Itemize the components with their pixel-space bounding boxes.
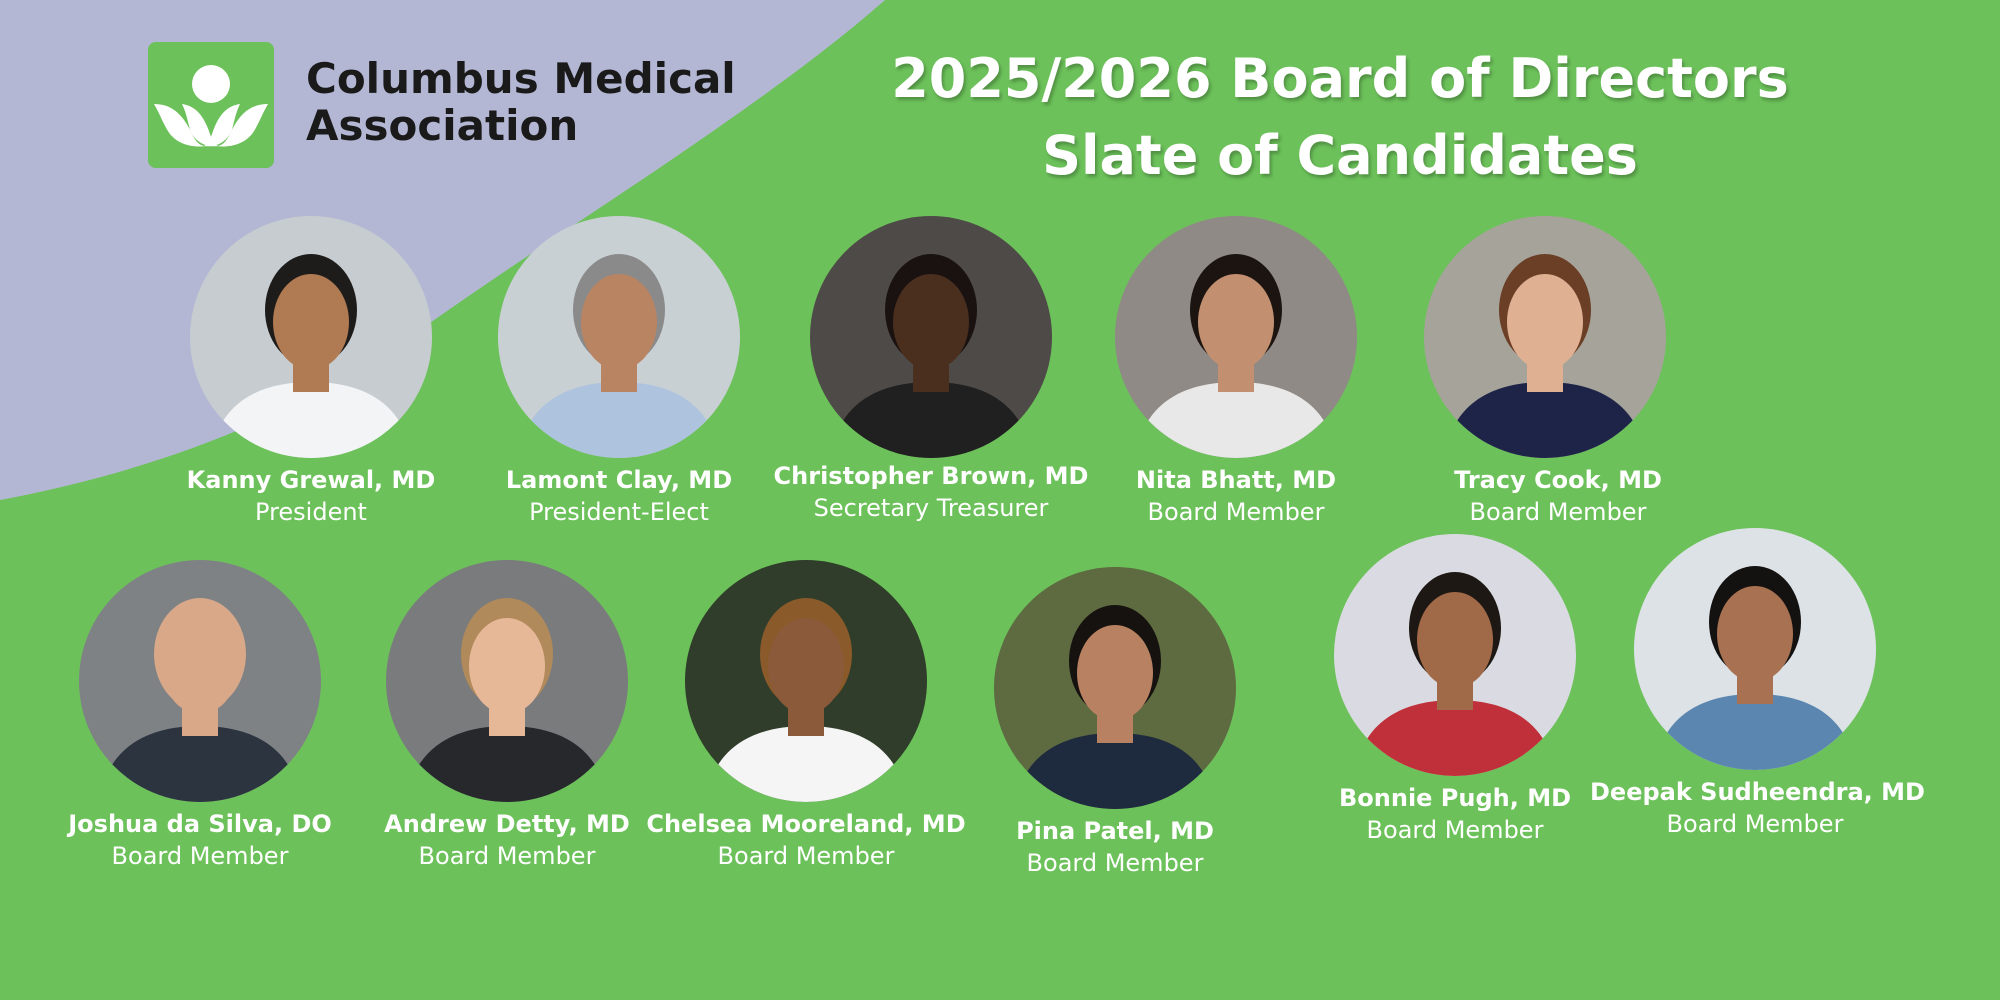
portrait-icon bbox=[810, 216, 1052, 458]
portrait-icon bbox=[386, 560, 628, 802]
portrait-icon bbox=[498, 216, 740, 458]
candidate-role: Board Member bbox=[1469, 498, 1647, 526]
candidate-role: Board Member bbox=[111, 842, 289, 870]
candidate-name: Deepak Sudheendra, MD bbox=[1590, 778, 1925, 806]
candidate-name: Christopher Brown, MD bbox=[773, 462, 1089, 490]
organization-name: Columbus Medical Association bbox=[306, 54, 736, 150]
candidate-name: Kanny Grewal, MD bbox=[186, 466, 436, 494]
title-line-2: Slate of Candidates bbox=[1042, 124, 1638, 187]
candidate-role: Secretary Treasurer bbox=[813, 494, 1049, 522]
candidate-photo bbox=[190, 216, 432, 458]
candidate-name: Nita Bhatt, MD bbox=[1135, 466, 1337, 494]
candidate-card: Lamont Clay, MD President-Elect bbox=[454, 216, 784, 528]
candidate-role: Board Member bbox=[717, 842, 895, 870]
candidate-role: President bbox=[255, 498, 367, 526]
portrait-icon bbox=[79, 560, 321, 802]
candidate-card: Kanny Grewal, MD President bbox=[146, 216, 476, 528]
candidate-photo bbox=[79, 560, 321, 802]
candidate-photo bbox=[498, 216, 740, 458]
candidate-card: Andrew Detty, MD Board Member bbox=[342, 560, 672, 872]
candidate-photo bbox=[386, 560, 628, 802]
candidate-card: Bonnie Pugh, MD Board Member bbox=[1290, 534, 1620, 846]
candidate-card: Joshua da Silva, DO Board Member bbox=[35, 560, 365, 872]
candidate-photo bbox=[685, 560, 927, 802]
logo bbox=[148, 42, 274, 168]
candidate-photo bbox=[810, 216, 1052, 458]
portrait-icon bbox=[994, 567, 1236, 809]
title-line-1: 2025/2026 Board of Directors bbox=[891, 47, 1789, 110]
candidate-name: Bonnie Pugh, MD bbox=[1338, 784, 1572, 812]
candidate-photo bbox=[994, 567, 1236, 809]
candidate-card: Pina Patel, MD Board Member bbox=[950, 567, 1280, 879]
candidate-role: Board Member bbox=[1147, 498, 1325, 526]
candidate-photo bbox=[1115, 216, 1357, 458]
candidate-photo bbox=[1634, 528, 1876, 770]
portrait-icon bbox=[190, 216, 432, 458]
candidate-photo bbox=[1334, 534, 1576, 776]
candidate-card: Nita Bhatt, MD Board Member bbox=[1071, 216, 1401, 528]
candidate-name: Chelsea Mooreland, MD bbox=[646, 810, 966, 838]
candidate-name: Tracy Cook, MD bbox=[1454, 466, 1662, 494]
candidate-name: Lamont Clay, MD bbox=[505, 466, 733, 494]
candidate-role: President-Elect bbox=[529, 498, 709, 526]
page-title: 2025/2026 Board of Directors Slate of Ca… bbox=[860, 40, 1820, 194]
medical-association-logo-icon bbox=[148, 42, 274, 168]
candidate-card: Christopher Brown, MD Secretary Treasure… bbox=[766, 216, 1096, 524]
candidate-role: Board Member bbox=[1666, 810, 1844, 838]
candidate-photo bbox=[1424, 216, 1666, 458]
portrait-icon bbox=[685, 560, 927, 802]
portrait-icon bbox=[1634, 528, 1876, 770]
candidate-role: Board Member bbox=[1026, 849, 1204, 877]
candidate-card: Tracy Cook, MD Board Member bbox=[1383, 216, 1713, 528]
portrait-icon bbox=[1424, 216, 1666, 458]
candidate-role: Board Member bbox=[1366, 816, 1544, 844]
portrait-icon bbox=[1334, 534, 1576, 776]
candidate-role: Board Member bbox=[418, 842, 596, 870]
candidate-name: Andrew Detty, MD bbox=[384, 810, 630, 838]
portrait-icon bbox=[1115, 216, 1357, 458]
candidate-card: Deepak Sudheendra, MD Board Member bbox=[1590, 528, 1925, 840]
candidate-card: Chelsea Mooreland, MD Board Member bbox=[641, 560, 971, 872]
candidate-name: Joshua da Silva, DO bbox=[68, 810, 332, 838]
candidate-name: Pina Patel, MD bbox=[1016, 817, 1214, 845]
